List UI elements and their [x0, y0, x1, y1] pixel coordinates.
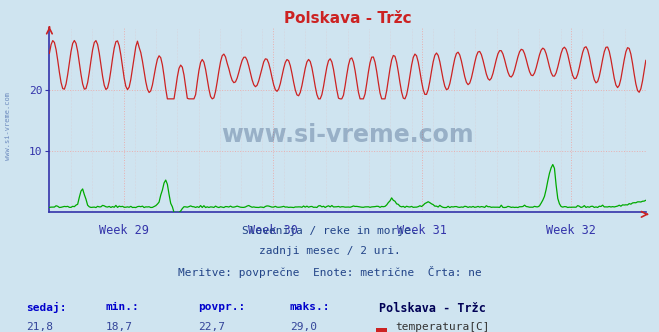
Text: Polskava - Tržc: Polskava - Tržc: [379, 302, 486, 315]
Text: Week 32: Week 32: [546, 224, 596, 237]
Text: Meritve: povprečne  Enote: metrične  Črta: ne: Meritve: povprečne Enote: metrične Črta:…: [178, 266, 481, 278]
Text: Week 29: Week 29: [99, 224, 149, 237]
Text: www.si-vreme.com: www.si-vreme.com: [5, 92, 11, 160]
Text: Week 30: Week 30: [248, 224, 298, 237]
Text: sedaj:: sedaj:: [26, 302, 67, 313]
Title: Polskava - Tržc: Polskava - Tržc: [284, 11, 411, 26]
Text: www.si-vreme.com: www.si-vreme.com: [221, 123, 474, 147]
Text: Week 31: Week 31: [397, 224, 447, 237]
Text: min.:: min.:: [105, 302, 139, 312]
Text: 29,0: 29,0: [290, 322, 317, 332]
Text: temperatura[C]: temperatura[C]: [395, 322, 490, 332]
Text: zadnji mesec / 2 uri.: zadnji mesec / 2 uri.: [258, 246, 401, 256]
Text: 21,8: 21,8: [26, 322, 53, 332]
Text: maks.:: maks.:: [290, 302, 330, 312]
Text: Slovenija / reke in morje.: Slovenija / reke in morje.: [242, 226, 417, 236]
Text: 22,7: 22,7: [198, 322, 225, 332]
Text: 18,7: 18,7: [105, 322, 132, 332]
Text: povpr.:: povpr.:: [198, 302, 245, 312]
